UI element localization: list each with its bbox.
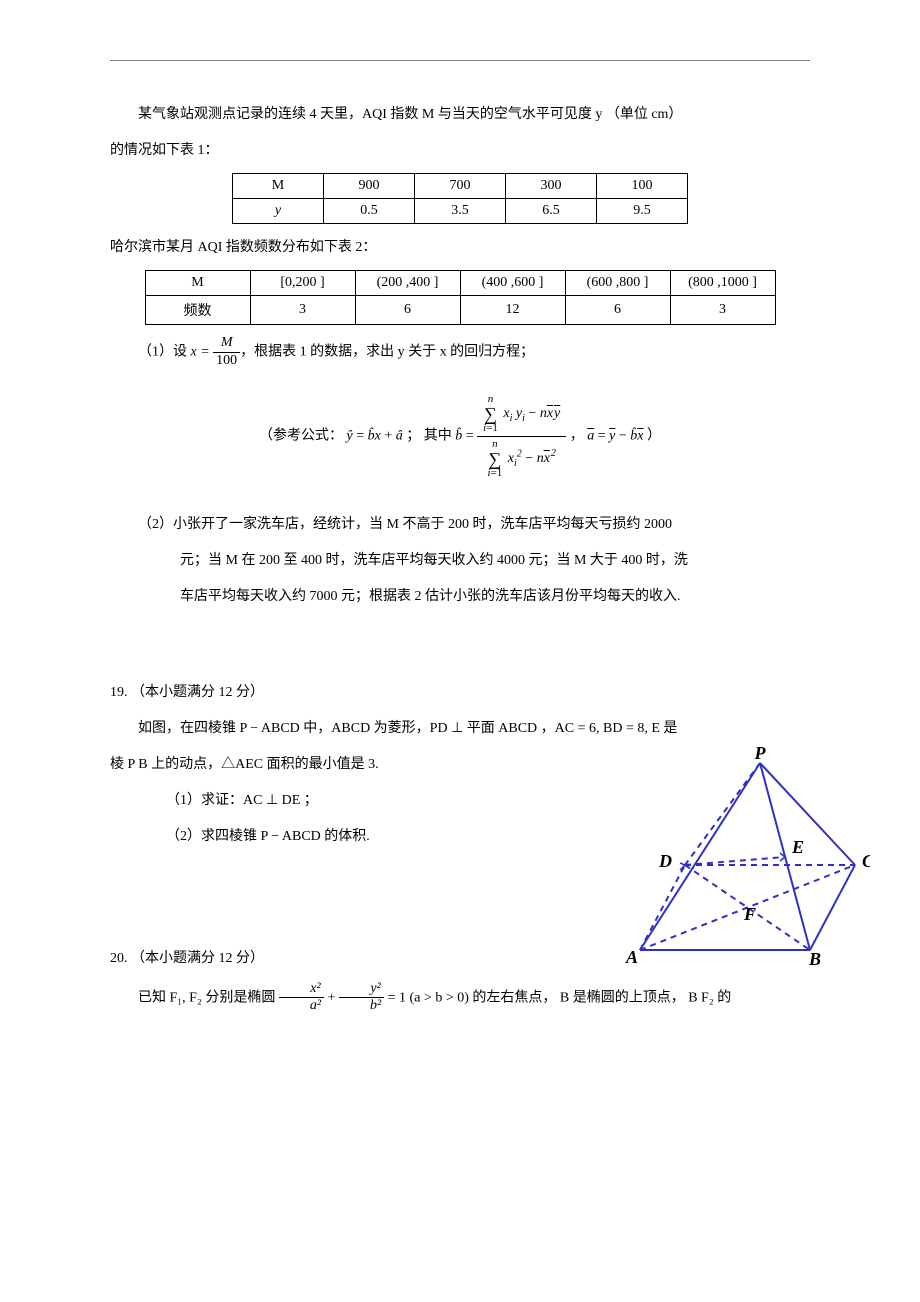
t1-c: 0.5	[324, 199, 415, 224]
svg-text:B: B	[808, 949, 821, 969]
t2-c: (800 ,1000 ]	[670, 271, 775, 296]
q20-body: 已知 F₁, F₂ 分别是椭圆 x²a² + y²b² = 1 (a > b >…	[110, 981, 810, 1016]
t2-c: M	[145, 271, 250, 296]
intro2: 哈尔滨市某月 AQI 指数频数分布如下表 2：	[110, 234, 810, 262]
t2-c: [0,200 ]	[250, 271, 355, 296]
intro-line1: 某气象站观测点记录的连续 4 天里，AQI 指数 M 与当天的空气水平可见度 y…	[110, 101, 810, 129]
table-row: M [0,200 ] (200 ,400 ] (400 ,600 ] (600 …	[145, 271, 775, 296]
t2-c: (200 ,400 ]	[355, 271, 460, 296]
table-1: M 900 700 300 100 y 0.5 3.5 6.5 9.5	[232, 173, 688, 224]
q18-part2c: 车店平均每天收入约 7000 元；根据表 2 估计小张的洗车店该月份平均每天的收…	[110, 583, 810, 611]
t2-c: (400 ,600 ]	[460, 271, 565, 296]
t2-c: 12	[460, 296, 565, 325]
table-row: 频数 3 6 12 6 3	[145, 296, 775, 325]
svg-text:E: E	[791, 837, 804, 857]
pyramid-diagram: P A B C D E F	[610, 745, 870, 975]
svg-text:D: D	[658, 851, 672, 871]
q19-body-a: 如图，在四棱锥 P − ABCD 中，ABCD 为菱形，PD ⊥ 平面 ABCD…	[110, 715, 810, 743]
svg-text:F: F	[743, 904, 756, 924]
svg-text:A: A	[625, 947, 638, 967]
q19-title: 19. （本小题满分 12 分）	[110, 679, 810, 707]
table-2: M [0,200 ] (200 ,400 ] (400 ,600 ] (600 …	[145, 270, 776, 325]
t2-c: 6	[565, 296, 670, 325]
t2-c: 3	[670, 296, 775, 325]
q18-part1: （1）设 x = M100，根据表 1 的数据，求出 y 关于 x 的回归方程；	[110, 335, 810, 370]
table-row: M 900 700 300 100	[233, 174, 688, 199]
q18-part2b: 元；当 M 在 200 至 400 时，洗车店平均每天收入约 4000 元；当 …	[110, 547, 810, 575]
t1-c: 3.5	[415, 199, 506, 224]
intro-line2: 的情况如下表 1：	[110, 137, 810, 165]
t2-c: 3	[250, 296, 355, 325]
t1-c: 6.5	[506, 199, 597, 224]
t1-c: y	[233, 199, 324, 224]
table-row: y 0.5 3.5 6.5 9.5	[233, 199, 688, 224]
t1-c: 9.5	[597, 199, 688, 224]
t1-c: 100	[597, 174, 688, 199]
t1-c: M	[233, 174, 324, 199]
t2-c: (600 ,800 ]	[565, 271, 670, 296]
svg-text:P: P	[754, 745, 767, 763]
q18-formula: （参考公式： ŷ = b̂x + â ； 其中 b̂ = n∑i=1 xi yi…	[110, 392, 810, 481]
svg-text:C: C	[862, 851, 870, 871]
q18-part2a: （2）小张开了一家洗车店，经统计，当 M 不高于 200 时，洗车店平均每天亏损…	[110, 511, 810, 539]
t1-c: 900	[324, 174, 415, 199]
t2-c: 频数	[145, 296, 250, 325]
t1-c: 300	[506, 174, 597, 199]
t1-c: 700	[415, 174, 506, 199]
t2-c: 6	[355, 296, 460, 325]
